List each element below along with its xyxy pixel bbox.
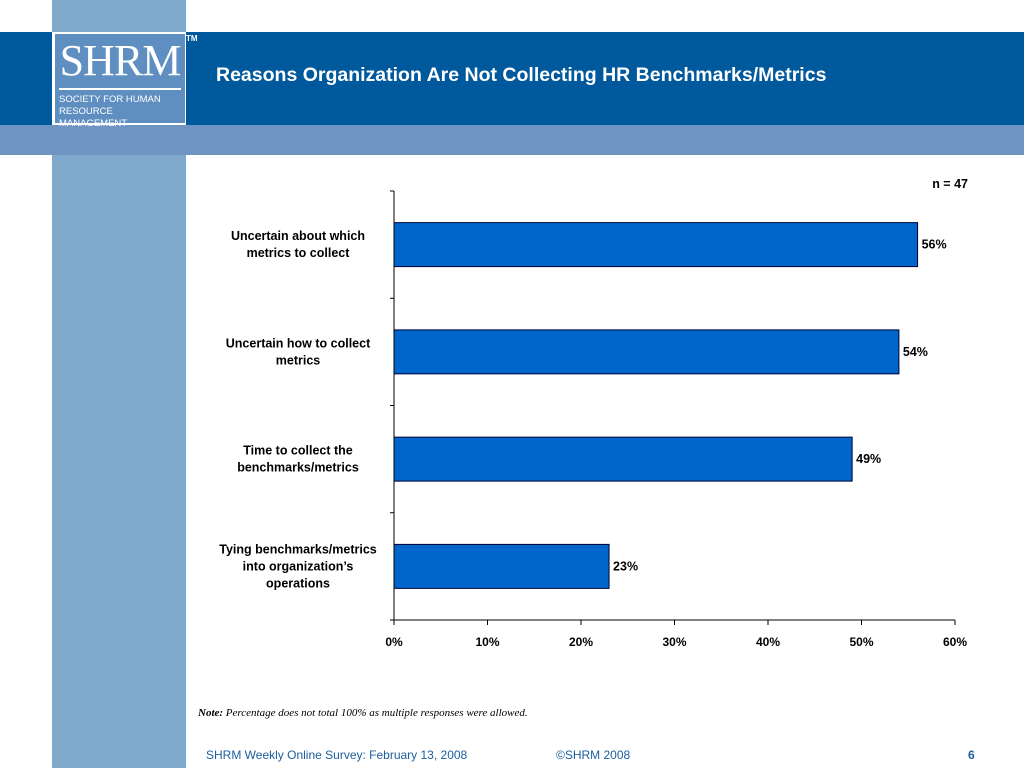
category-label-2-line-0: Time to collect the [243, 444, 353, 458]
category-label-3-line-0: Tying benchmarks/metrics [219, 542, 377, 556]
bar-1 [393, 329, 900, 375]
category-label-3: Tying benchmarks/metrics into organizatio… [219, 542, 377, 590]
value-label-3: 23% [613, 559, 638, 573]
category-label-1-line-0: Uncertain how to collect [226, 336, 371, 350]
x-tick-label-6: 60% [943, 635, 967, 649]
logo-divider [59, 88, 181, 90]
category-label-1-line-1: metrics [276, 353, 321, 367]
logo-tagline-line1: SOCIETY FOR HUMAN [59, 94, 161, 105]
note-label: Note: [198, 707, 224, 719]
logo-tagline-line2: RESOURCE MANAGEMENT [59, 106, 128, 129]
x-tick-label-5: 50% [849, 635, 873, 649]
category-label-3-line-2: operations [266, 576, 330, 590]
value-label-0: 56% [922, 238, 947, 252]
logo-trademark: TM [186, 34, 198, 43]
note-text: Percentage does not total 100% as multip… [225, 707, 528, 719]
category-label-3-line-1: into organization’s [243, 559, 354, 573]
bar-3 [393, 543, 610, 589]
category-label-2: Time to collect the benchmarks/metrics [237, 444, 359, 475]
x-tick-label-4: 40% [756, 635, 780, 649]
shrm-logo: SHRM SOCIETY FOR HUMAN RESOURCE MANAGEME… [52, 32, 186, 129]
logo-tagline: SOCIETY FOR HUMAN RESOURCE MANAGEMENT [59, 94, 183, 130]
page-title: Reasons Organization Are Not Collecting … [216, 64, 827, 86]
bar-2 [393, 436, 853, 482]
x-tick-label-1: 10% [475, 635, 499, 649]
logo-mark: SHRM [59, 36, 182, 85]
x-tick-label-3: 30% [662, 635, 686, 649]
value-label-2: 49% [856, 452, 881, 466]
bar-chart: n = 47 56% Uncertain about which metrics to… [219, 177, 968, 649]
category-label-0-line-1: metrics to collect [247, 246, 351, 260]
chart-note: Note: Percentage does not total 100% as … [198, 707, 528, 719]
logo-panel: SHRM SOCIETY FOR HUMAN RESOURCE MANAGEME… [55, 34, 185, 129]
category-label-2-line-1: benchmarks/metrics [237, 461, 359, 475]
category-label-0-line-0: Uncertain about which [231, 229, 365, 243]
value-label-1: 54% [903, 345, 928, 359]
page-number: 6 [968, 748, 975, 762]
sample-size-annotation: n = 47 [932, 177, 968, 191]
category-label-1: Uncertain how to collect metrics [226, 336, 371, 367]
footer-copyright: ©SHRM 2008 [556, 748, 631, 762]
x-tick-label-0: 0% [385, 635, 403, 649]
header-sub-band [0, 125, 1024, 155]
footer-source: SHRM Weekly Online Survey: February 13, … [206, 748, 468, 762]
category-label-0: Uncertain about which metrics to collect [231, 229, 365, 260]
x-tick-label-2: 20% [569, 635, 593, 649]
bar-0 [393, 222, 919, 268]
